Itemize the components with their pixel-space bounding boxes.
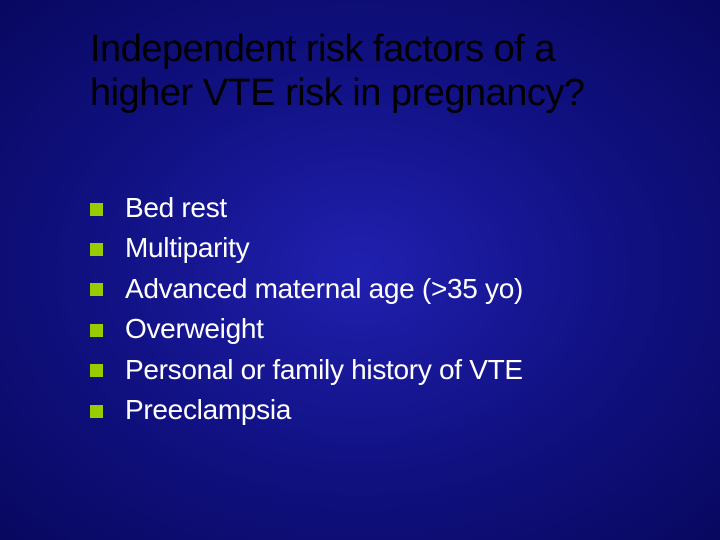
slide: Independent risk factors of a higher VTE…	[0, 0, 720, 540]
bullet-square-icon	[90, 364, 103, 377]
list-item: Overweight	[90, 311, 660, 347]
slide-title: Independent risk factors of a higher VTE…	[90, 28, 650, 115]
bullet-square-icon	[90, 243, 103, 256]
bullet-square-icon	[90, 203, 103, 216]
bullet-text: Preeclampsia	[125, 392, 291, 428]
bullet-text: Bed rest	[125, 190, 227, 226]
list-item: Multiparity	[90, 230, 660, 266]
bullet-list: Bed rest Multiparity Advanced maternal a…	[90, 190, 660, 432]
bullet-text: Multiparity	[125, 230, 249, 266]
bullet-text: Advanced maternal age (>35 yo)	[125, 271, 523, 307]
list-item: Preeclampsia	[90, 392, 660, 428]
list-item: Personal or family history of VTE	[90, 352, 660, 388]
list-item: Bed rest	[90, 190, 660, 226]
bullet-square-icon	[90, 405, 103, 418]
bullet-square-icon	[90, 283, 103, 296]
bullet-text: Overweight	[125, 311, 264, 347]
list-item: Advanced maternal age (>35 yo)	[90, 271, 660, 307]
bullet-square-icon	[90, 324, 103, 337]
bullet-text: Personal or family history of VTE	[125, 352, 523, 388]
